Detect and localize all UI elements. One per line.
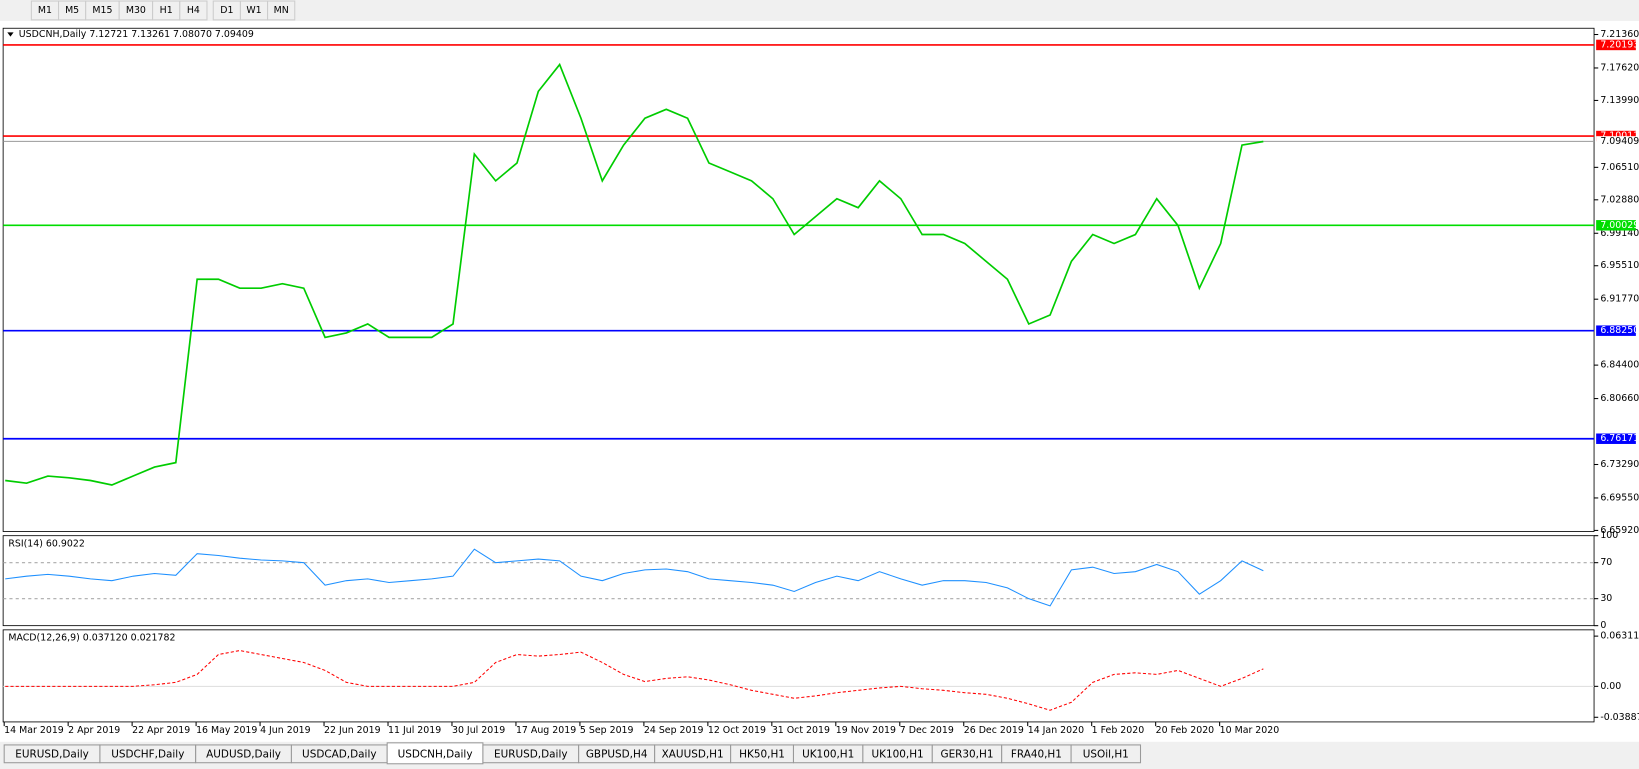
level-label: 6.88250	[1600, 325, 1639, 336]
y-tick-label: 0.063113	[1600, 631, 1639, 642]
level-tag	[1596, 130, 1636, 142]
macd-signal-line	[5, 650, 1264, 711]
chart-tab-label: GER30,H1	[940, 748, 993, 760]
y-tick-label: 30	[1600, 593, 1612, 604]
y-tick-label: 6.95510	[1600, 260, 1639, 271]
y-tick-label: 6.84400	[1600, 360, 1639, 371]
y-tick-label: 7.13990	[1600, 95, 1639, 106]
y-tick-label: 6.73290	[1600, 459, 1639, 470]
price-tag	[1596, 136, 1636, 147]
y-tick-label: 6.99140	[1600, 228, 1639, 239]
x-tick-label: 19 Nov 2019	[836, 725, 896, 736]
timeframe-label: M30	[126, 5, 146, 16]
chart-tab-label: XAUUSD,H1	[662, 748, 724, 760]
x-tick-label: 12 Oct 2019	[708, 725, 766, 736]
rsi-panel	[2, 535, 1595, 627]
timeframe-label: D1	[220, 5, 233, 16]
chart-tab-label: HK50,H1	[739, 748, 785, 760]
x-tick-label: 4 Jun 2019	[260, 725, 311, 736]
y-tick-label: 7.02880	[1600, 194, 1639, 205]
y-tick-label: 0	[1600, 620, 1606, 631]
x-tick-label: 22 Jun 2019	[324, 725, 381, 736]
chart-tab-label: EURUSD,Daily	[494, 748, 567, 760]
timeframe-button[interactable]	[267, 0, 296, 21]
chart-tab-label: EURUSD,Daily	[15, 748, 88, 760]
main-panel	[2, 27, 1595, 532]
chart-tab-label: UK100,H1	[871, 748, 923, 760]
timeframe-label: M5	[65, 5, 79, 16]
price-line	[5, 62, 1264, 486]
timeframe-button[interactable]	[179, 0, 208, 21]
chart-tab-label: USDCHF,Daily	[111, 748, 184, 760]
x-tick-label: 11 Jul 2019	[388, 725, 441, 736]
chart-tab-label: FRA40,H1	[1011, 748, 1062, 760]
level-tag	[1596, 325, 1636, 336]
chart-tab-label: USDCNH,Daily	[398, 748, 473, 760]
chart-tab-label: GBPUSD,H4	[586, 748, 648, 760]
timeframe-label: M1	[38, 5, 52, 16]
x-tick-label: 26 Dec 2019	[964, 725, 1024, 736]
chart-tab-label: USOil,H1	[1083, 748, 1129, 760]
timeframe-label: W1	[246, 5, 261, 16]
x-tick-label: 22 Apr 2019	[132, 725, 190, 736]
level-label: 7.10011	[1600, 131, 1639, 142]
y-tick-label: 7.17620	[1600, 62, 1639, 73]
x-tick-label: 17 Aug 2019	[516, 725, 576, 736]
y-tick-label: 6.65920	[1600, 525, 1639, 536]
y-tick-label: 6.91770	[1600, 294, 1639, 305]
y-tick-label: 0.00	[1600, 681, 1621, 692]
rsi-title: RSI(14) 60.9022	[8, 539, 84, 550]
chart-tab-label: AUDUSD,Daily	[206, 748, 281, 760]
x-tick-label: 24 Sep 2019	[644, 725, 704, 736]
timeframe-label: H1	[160, 5, 173, 16]
x-tick-label: 2 Apr 2019	[68, 725, 120, 736]
macd-title: MACD(12,26,9) 0.037120 0.021782	[8, 633, 175, 644]
rsi-line	[5, 548, 1264, 607]
x-tick-label: 5 Sep 2019	[580, 725, 634, 736]
level-tag	[1596, 220, 1636, 231]
y-tick-label: 7.21360	[1600, 29, 1639, 40]
x-tick-label: 16 May 2019	[196, 725, 257, 736]
y-tick-label: 100	[1600, 530, 1618, 541]
x-tick-label: 1 Feb 2020	[1092, 725, 1145, 736]
x-tick-label: 20 Feb 2020	[1156, 725, 1215, 736]
timeframe-label: MN	[274, 5, 289, 16]
chart-tab[interactable]	[1070, 744, 1142, 764]
y-tick-label: 6.80660	[1600, 393, 1639, 404]
x-tick-label: 7 Dec 2019	[900, 725, 954, 736]
level-label: 7.20193	[1600, 39, 1639, 50]
x-tick-label: 30 Jul 2019	[452, 725, 505, 736]
macd-panel	[2, 629, 1595, 723]
y-tick-label: 6.69550	[1600, 492, 1639, 503]
level-tag	[1596, 39, 1636, 51]
level-label: 6.76171	[1600, 433, 1639, 444]
chart-tab-label: UK100,H1	[802, 748, 854, 760]
toolbar	[0, 0, 1639, 21]
current-price-label: 7.09409	[1600, 136, 1639, 147]
level-label: 7.00029	[1600, 220, 1639, 231]
level-tag	[1596, 433, 1636, 444]
x-tick-label: 14 Mar 2019	[4, 725, 64, 736]
x-tick-label: 10 Mar 2020	[1220, 725, 1280, 736]
chart-header: USDCNH,Daily 7.12721 7.13261 7.08070 7.0…	[19, 29, 254, 40]
timeframe-label: M15	[92, 5, 112, 16]
y-tick-label: 7.06510	[1600, 162, 1639, 173]
y-tick-label: -0.038872	[1600, 712, 1639, 723]
header-arrow	[7, 32, 14, 37]
timeframe-label: H4	[187, 5, 200, 16]
y-tick-label: 70	[1600, 557, 1612, 568]
x-tick-label: 14 Jan 2020	[1028, 725, 1084, 736]
chart-tab-label: USDCAD,Daily	[302, 748, 376, 760]
x-tick-label: 31 Oct 2019	[772, 725, 830, 736]
